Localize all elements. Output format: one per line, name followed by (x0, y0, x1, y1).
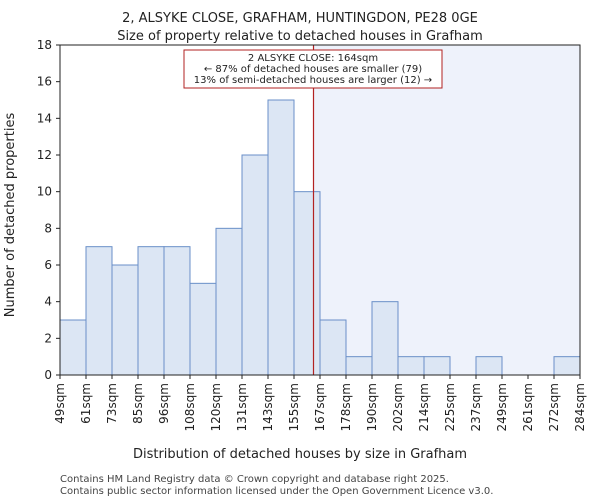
bar (241, 154, 269, 376)
x-tick-label: 237sqm (469, 383, 483, 431)
bar (423, 356, 451, 376)
x-tick-label: 85sqm (131, 383, 145, 424)
annotation-box: 2 ALSYKE CLOSE: 164sqm ← 87% of detached… (183, 49, 443, 89)
x-tick-label: 225sqm (443, 383, 457, 431)
y-axis-ticks: 0 2 4 6 8 10 12 14 16 18 (37, 38, 60, 382)
bar (137, 246, 165, 376)
x-axis-ticks: 49sqm 61sqm 73sqm 85sqm 96sqm 108sqm 120sqm 131… (53, 375, 587, 431)
bars (59, 99, 581, 376)
x-tick-label: 73sqm (105, 383, 119, 424)
x-tick-label: 61sqm (79, 383, 93, 424)
x-tick-label: 190sqm (365, 383, 379, 431)
bar (293, 191, 321, 376)
highlight-region (313, 45, 580, 375)
y-tick-label: 8 (44, 221, 52, 235)
y-tick-label: 0 (44, 368, 52, 382)
bar (371, 301, 399, 376)
bar (59, 319, 87, 376)
x-tick-label: 131sqm (235, 383, 249, 431)
bar (475, 356, 503, 376)
x-tick-label: 284sqm (573, 383, 587, 431)
bar (163, 246, 191, 376)
annotation-line3: 13% of semi-detached houses are larger (… (194, 75, 432, 86)
bar (189, 282, 217, 376)
bar (345, 356, 373, 376)
x-tick-label: 96sqm (157, 383, 171, 424)
x-tick-label: 120sqm (209, 383, 223, 431)
x-tick-label: 249sqm (495, 383, 509, 431)
bar (215, 227, 243, 376)
x-tick-label: 178sqm (339, 383, 353, 431)
x-tick-label: 261sqm (521, 383, 535, 431)
y-tick-label: 10 (37, 185, 52, 199)
annotation-line1: 2 ALSYKE CLOSE: 164sqm (248, 53, 378, 64)
bar (267, 99, 295, 376)
x-axis-label: Distribution of detached houses by size … (133, 447, 467, 462)
x-tick-label: 108sqm (183, 383, 197, 431)
y-tick-label: 2 (44, 331, 52, 345)
bar (397, 356, 425, 376)
x-tick-label: 167sqm (313, 383, 327, 431)
y-tick-label: 4 (44, 295, 52, 309)
chart-subtitle: Size of property relative to detached ho… (117, 29, 483, 44)
x-tick-label: 202sqm (391, 383, 405, 431)
x-tick-label: 155sqm (287, 383, 301, 431)
y-tick-label: 12 (37, 148, 52, 162)
chart-title: 2, ALSYKE CLOSE, GRAFHAM, HUNTINGDON, PE… (122, 11, 478, 26)
bar (85, 246, 113, 376)
x-tick-label: 272sqm (547, 383, 561, 431)
x-tick-label: 214sqm (417, 383, 431, 431)
bar (319, 319, 347, 376)
footer-line1: Contains HM Land Registry data © Crown c… (60, 474, 449, 485)
x-tick-label: 143sqm (261, 383, 275, 431)
annotation-line2: ← 87% of detached houses are smaller (79… (204, 64, 422, 75)
y-tick-label: 16 (37, 75, 52, 89)
y-tick-label: 18 (37, 38, 52, 52)
bar (553, 356, 581, 376)
y-axis-label: Number of detached properties (3, 113, 18, 318)
footer-line2: Contains public sector information licen… (60, 486, 493, 497)
x-tick-label: 49sqm (53, 383, 67, 424)
bar (111, 264, 139, 376)
y-tick-label: 6 (44, 258, 52, 272)
larger-region-shade (313, 45, 580, 375)
y-tick-label: 14 (37, 111, 52, 125)
